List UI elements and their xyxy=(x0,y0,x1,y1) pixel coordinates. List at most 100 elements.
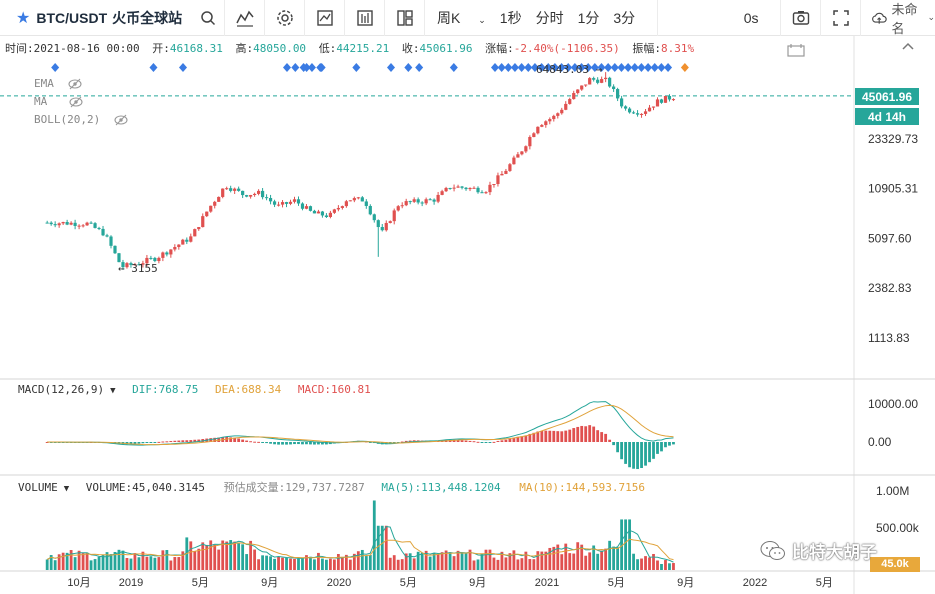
compare-button[interactable] xyxy=(305,0,345,36)
candle-body xyxy=(109,236,113,246)
layout-save-dropdown[interactable]: 未命名 ⌄ xyxy=(860,0,935,36)
volume-bar xyxy=(109,554,113,570)
macd-title[interactable]: MACD(12,26,9) xyxy=(18,383,105,396)
candle-body xyxy=(141,263,145,265)
eye-off-icon[interactable] xyxy=(114,114,128,126)
macd-axis-label: 0.00 xyxy=(868,435,892,449)
collapse-icon[interactable] xyxy=(900,39,916,53)
interval-timeline[interactable]: 分时 xyxy=(535,9,564,26)
volume-bar xyxy=(325,559,328,570)
candle-body xyxy=(197,227,201,230)
volume-bar xyxy=(225,541,229,570)
candle-body xyxy=(229,188,233,191)
macd-histogram-bar xyxy=(540,431,544,442)
caret-down-icon[interactable]: ▼ xyxy=(63,484,70,494)
volume-bar xyxy=(444,550,448,570)
interval-1s[interactable]: 1秒 xyxy=(499,9,522,26)
macd-histogram-bar xyxy=(568,429,572,442)
volume-ma5: MA(5):113,448.1204 xyxy=(381,481,501,494)
macd-histogram-bar xyxy=(464,440,468,442)
volume-estimate: 预估成交量:129,737.7287 xyxy=(223,481,365,494)
macd-histogram-bar xyxy=(245,440,249,442)
candle-body xyxy=(181,239,185,245)
macd-histogram-bar xyxy=(317,442,320,445)
indicator-ma[interactable]: MA xyxy=(34,95,83,108)
volume-bar xyxy=(65,552,69,570)
volume-ma10: MA(10):144,593.7156 xyxy=(519,481,646,494)
candle-body xyxy=(448,187,452,189)
candle-body xyxy=(89,222,93,224)
volume-bar xyxy=(560,554,564,570)
indicator-ema[interactable]: EMA xyxy=(34,77,82,90)
countdown-display: 0s xyxy=(743,9,759,26)
top-toolbar: ★ BTC/USDT 火币全球站 周K ⌄ 1秒 分时 1分 3分 0s 未命名… xyxy=(0,0,935,36)
volume-bar xyxy=(117,549,121,570)
candle-body xyxy=(105,235,109,237)
macd-histogram-bar xyxy=(301,442,304,445)
volume-bar xyxy=(512,550,516,570)
settings-button[interactable] xyxy=(265,0,305,36)
candle-body xyxy=(396,206,400,211)
screenshot-button[interactable] xyxy=(780,0,820,36)
macd-histogram-bar xyxy=(620,442,624,460)
candle-body xyxy=(340,206,344,208)
search-icon[interactable] xyxy=(200,10,216,26)
candle-body xyxy=(528,137,532,147)
volume-bar xyxy=(329,558,332,570)
template-button[interactable] xyxy=(345,0,385,36)
macd-histogram-bar xyxy=(576,426,580,442)
interval-1m[interactable]: 1分 xyxy=(577,9,600,26)
macd-histogram-bar xyxy=(213,437,217,442)
candle-body xyxy=(472,187,476,189)
candle-body xyxy=(576,89,580,94)
volume-title[interactable]: VOLUME xyxy=(18,481,58,494)
signal-marker xyxy=(497,63,506,72)
macd-histogram-bar xyxy=(584,426,588,442)
candle-body xyxy=(480,192,484,194)
candle-body xyxy=(304,206,309,209)
macd-histogram-bar xyxy=(217,437,221,442)
eye-off-icon[interactable] xyxy=(68,78,82,90)
candle-body xyxy=(408,201,412,203)
volume-bar xyxy=(572,553,576,570)
candle-body xyxy=(296,199,301,204)
volume-bar xyxy=(496,559,500,570)
interval-weekly[interactable]: 周K ⌄ xyxy=(437,8,486,28)
indicator-button[interactable] xyxy=(225,0,265,36)
candle-body xyxy=(101,228,105,236)
caret-down-icon[interactable]: ▼ xyxy=(110,386,116,396)
star-icon[interactable]: ★ xyxy=(16,9,31,27)
candle-body xyxy=(516,154,520,158)
volume-bar xyxy=(648,557,651,570)
macd-histogram-bar xyxy=(197,439,201,442)
candle-body xyxy=(372,214,376,221)
volume-bar xyxy=(580,544,584,570)
candle-body xyxy=(225,188,229,190)
candle-body xyxy=(667,95,672,100)
price-axis-label: 2382.83 xyxy=(868,281,912,295)
volume-bar xyxy=(620,519,624,570)
indicator-boll[interactable]: BOLL(20,2) xyxy=(34,113,128,126)
candle-body xyxy=(117,253,121,263)
interval-3m[interactable]: 3分 xyxy=(613,9,636,26)
macd-histogram-bar xyxy=(520,436,524,442)
eye-off-icon[interactable] xyxy=(69,96,83,108)
candle-body xyxy=(412,199,416,202)
drawing-tools-icon[interactable] xyxy=(787,43,805,57)
volume-bar xyxy=(600,550,604,570)
signal-marker xyxy=(584,63,593,72)
volume-bar xyxy=(285,557,288,570)
signal-marker xyxy=(179,63,187,72)
fullscreen-button[interactable] xyxy=(820,0,860,36)
candle-body xyxy=(524,146,528,152)
candle-body xyxy=(241,190,245,196)
layout-button[interactable] xyxy=(385,0,425,36)
symbol-selector[interactable]: ★ BTC/USDT 火币全球站 xyxy=(0,0,225,36)
candle-body xyxy=(292,199,297,202)
macd-histogram-bar xyxy=(177,440,181,442)
macd-histogram-bar xyxy=(165,441,169,443)
volume-bar xyxy=(125,557,129,570)
signal-marker xyxy=(557,63,566,72)
volume-bar xyxy=(305,555,308,570)
